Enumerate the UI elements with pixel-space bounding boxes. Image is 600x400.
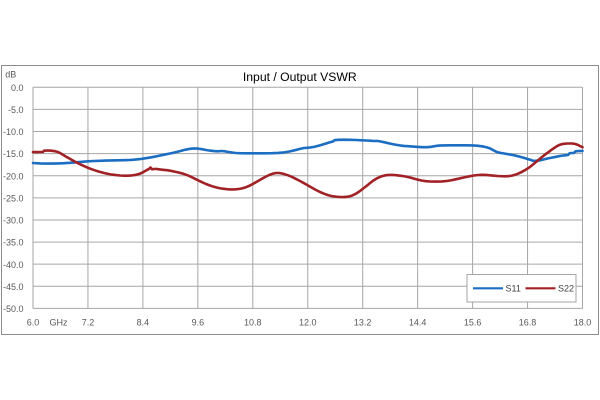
svg-text:-20.0: -20.0 [3,171,24,181]
svg-text:16.8: 16.8 [519,318,537,328]
svg-text:-30.0: -30.0 [3,216,24,226]
svg-text:15.6: 15.6 [464,318,482,328]
svg-text:-45.0: -45.0 [3,282,24,292]
svg-text:10.8: 10.8 [244,318,262,328]
svg-text:-5.0: -5.0 [8,105,24,115]
svg-text:Input / Output VSWR: Input / Output VSWR [243,70,357,84]
svg-text:S11: S11 [506,283,521,293]
svg-text:-25.0: -25.0 [3,193,24,203]
svg-text:18.0: 18.0 [574,318,592,328]
svg-text:12.0: 12.0 [299,318,317,328]
svg-text:9.6: 9.6 [192,318,205,328]
svg-text:7.2: 7.2 [82,318,95,328]
svg-text:14.4: 14.4 [409,318,427,328]
svg-text:8.4: 8.4 [137,318,150,328]
svg-text:dB: dB [5,70,16,80]
svg-text:-50.0: -50.0 [3,304,24,314]
svg-text:S22: S22 [558,283,574,293]
svg-text:6.0: 6.0 [27,318,40,328]
svg-text:-40.0: -40.0 [3,260,24,270]
svg-text:-35.0: -35.0 [3,238,24,248]
svg-text:-10.0: -10.0 [3,127,24,137]
svg-text:GHz: GHz [50,318,69,328]
svg-text:13.2: 13.2 [354,318,372,328]
svg-text:0.0: 0.0 [11,83,24,93]
svg-text:-15.0: -15.0 [3,149,24,159]
